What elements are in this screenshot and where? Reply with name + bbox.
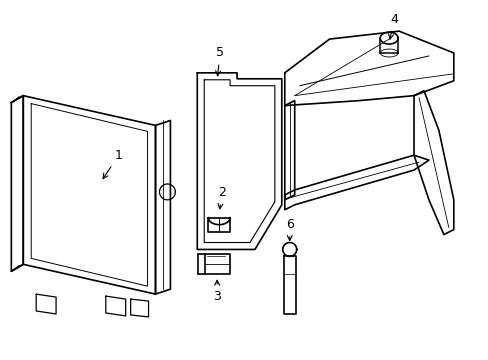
Text: 4: 4 (388, 13, 397, 39)
Text: 1: 1 (103, 149, 122, 179)
Text: 6: 6 (285, 218, 293, 240)
Text: 5: 5 (215, 46, 224, 76)
Text: 3: 3 (213, 280, 221, 303)
Text: 2: 2 (218, 186, 225, 209)
